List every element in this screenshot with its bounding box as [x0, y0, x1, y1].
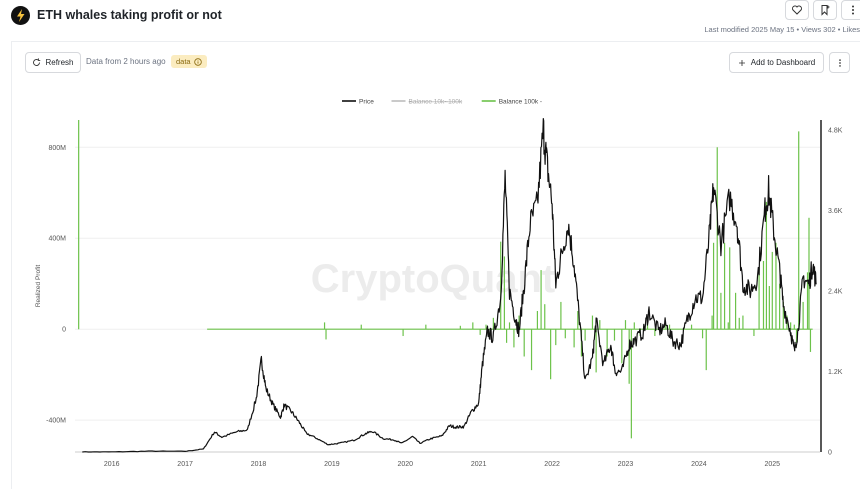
data-freshness: Data from 2 hours ago	[86, 57, 166, 66]
x-tick-label: 2022	[544, 461, 560, 468]
bookmark-icon[interactable]	[813, 0, 837, 20]
x-tick-label: 2020	[398, 461, 414, 468]
legend-label: Price	[359, 99, 374, 106]
lightning-logo-icon	[11, 6, 30, 25]
chart-more-button[interactable]	[829, 52, 850, 73]
refresh-icon	[33, 58, 41, 66]
heart-icon[interactable]	[785, 0, 809, 20]
chart-card	[11, 41, 860, 489]
add-to-dashboard-button[interactable]: Add to Dashboard	[729, 52, 824, 73]
x-tick-label: 2019	[324, 461, 340, 468]
x-tick-label: 2023	[618, 461, 634, 468]
data-badge-label: data	[176, 57, 191, 66]
x-tick-label: 2024	[691, 461, 707, 468]
x-tick-label: 2017	[177, 461, 193, 468]
add-to-dashboard-label: Add to Dashboard	[750, 58, 816, 67]
y-tick-label-right: 2.4K	[828, 289, 843, 296]
y-tick-label-left: -400M	[46, 418, 66, 425]
x-tick-label: 2021	[471, 461, 487, 468]
refresh-label: Refresh	[45, 58, 74, 67]
y-tick-label-right: 3.6K	[828, 208, 843, 215]
y-axis-title: Realized Profit	[35, 265, 42, 307]
refresh-button[interactable]: Refresh	[25, 52, 81, 73]
x-tick-label: 2018	[251, 461, 267, 468]
watermark-text: CryptoQuant	[311, 257, 555, 301]
more-vertical-icon[interactable]	[841, 0, 860, 20]
x-tick-label: 2025	[765, 461, 781, 468]
plus-icon	[738, 59, 745, 66]
y-tick-label-right: 4.8K	[828, 128, 843, 135]
top-bar: ETH whales taking profit or not Last mod…	[0, 0, 860, 40]
chart-more-icon	[838, 58, 841, 67]
x-tick-label: 2016	[104, 461, 120, 468]
page-title: ETH whales taking profit or not	[37, 8, 222, 22]
page-meta: Last modified 2025 May 15 • Views 302 • …	[704, 25, 860, 34]
info-icon	[193, 57, 202, 66]
y-tick-label-right: 0	[828, 450, 832, 457]
data-badge[interactable]: data	[171, 55, 207, 68]
y-tick-label-left: 800M	[48, 145, 66, 152]
y-tick-label-left: 0	[62, 327, 66, 334]
legend-label: Balance 100k -	[499, 99, 542, 106]
price-line	[82, 118, 817, 453]
y-tick-label-right: 1.2K	[828, 369, 843, 376]
y-tick-label-left: 400M	[48, 236, 66, 243]
legend-label: Balance 10k~100k	[409, 99, 463, 106]
